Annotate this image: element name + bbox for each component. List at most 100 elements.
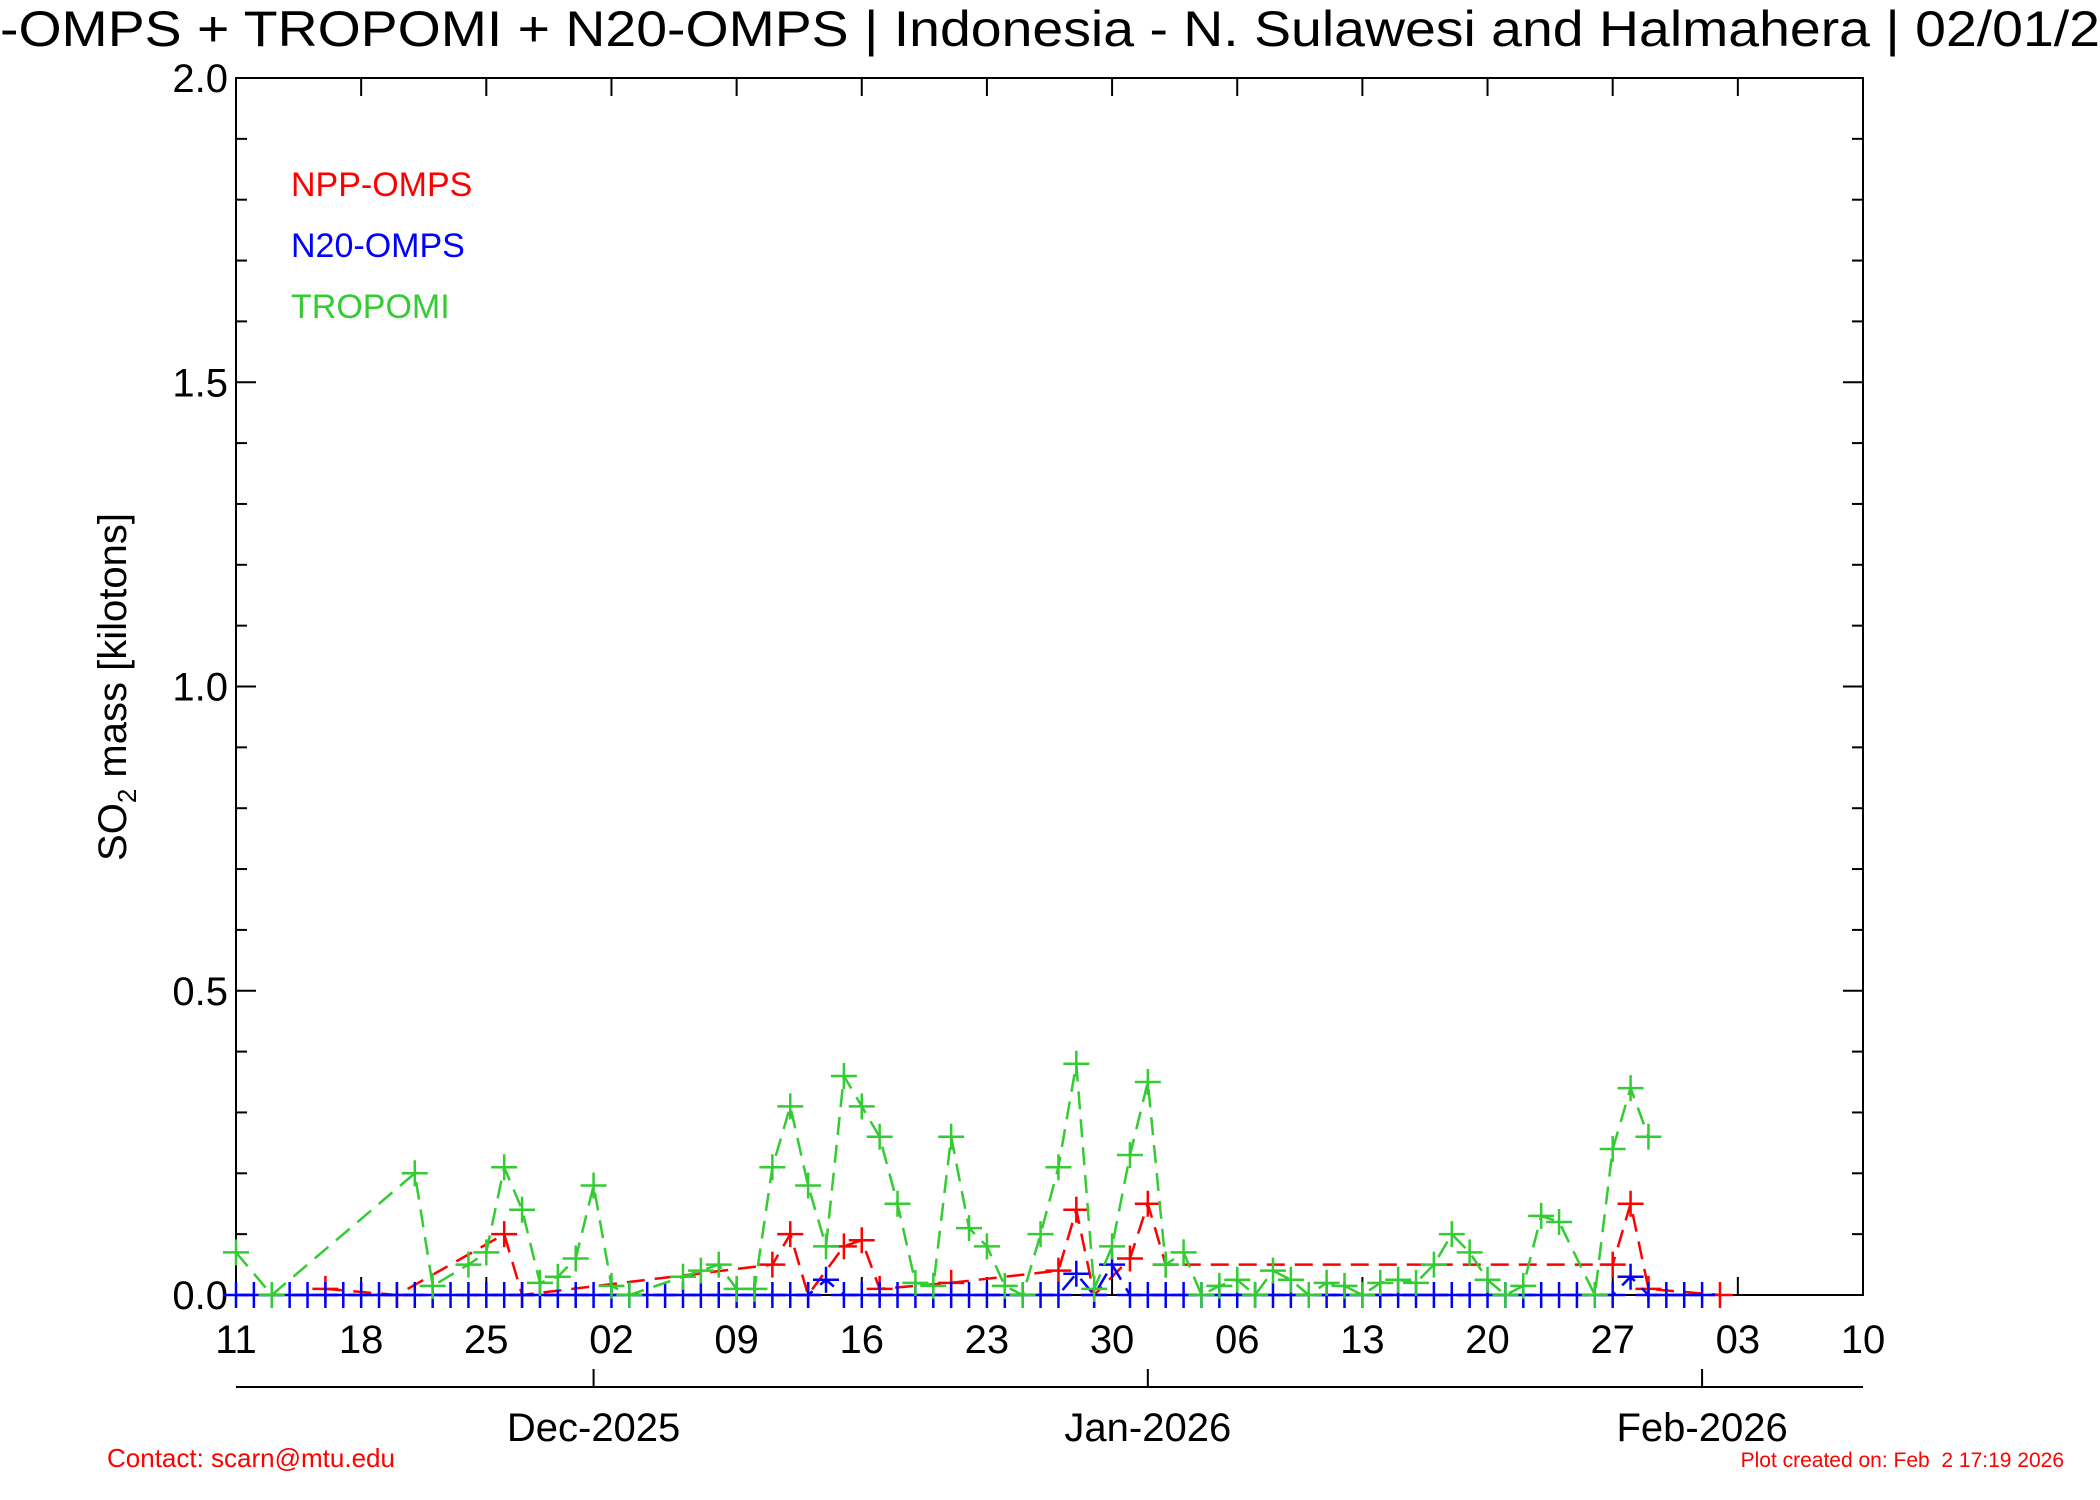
point-marker: [1134, 1069, 1161, 1096]
series-line: [325, 1199, 1721, 1298]
x-tick-label: 03: [1716, 1318, 1761, 1362]
x-tick-label: 23: [965, 1318, 1010, 1362]
point-marker: [1438, 1221, 1465, 1248]
point-marker: [1617, 1075, 1644, 1102]
point-marker: [455, 1251, 482, 1278]
x-tick-label: 18: [339, 1318, 384, 1362]
point-marker: [1474, 1266, 1501, 1293]
point-marker: [1224, 1266, 1251, 1293]
y-tick-label: 0.0: [172, 1274, 228, 1318]
point-marker: [1635, 1123, 1662, 1150]
legend-entry: N20-OMPS: [291, 227, 465, 265]
point-marker: [1045, 1154, 1072, 1181]
point-marker: [1242, 1282, 1269, 1308]
point-marker: [1456, 1239, 1483, 1266]
point-marker: [813, 1233, 840, 1260]
point-marker: [544, 1263, 571, 1290]
x-tick-label: 25: [464, 1318, 509, 1362]
month-tick-label: Jan-2026: [1064, 1406, 1231, 1450]
point-marker: [491, 1221, 518, 1248]
point-marker: [1367, 1269, 1394, 1296]
point-marker: [1403, 1269, 1430, 1296]
point-marker: [830, 1062, 857, 1089]
point-marker: [1206, 1272, 1233, 1299]
point-marker: [1277, 1266, 1304, 1293]
point-marker: [491, 1154, 518, 1181]
point-marker: [1617, 1190, 1644, 1217]
point-marker: [1116, 1142, 1143, 1169]
point-marker: [741, 1275, 768, 1302]
point-marker: [509, 1196, 536, 1223]
point-marker: [884, 1190, 911, 1217]
y-tick-label: 1.0: [172, 666, 228, 710]
point-marker: [795, 1172, 822, 1199]
point-marker: [956, 1215, 983, 1242]
point-marker: [1063, 1196, 1090, 1223]
x-tick-label: 20: [1465, 1318, 1510, 1362]
point-marker: [1599, 1135, 1626, 1162]
point-marker: [1420, 1251, 1447, 1278]
point-marker: [1331, 1272, 1358, 1299]
point-marker: [1009, 1282, 1036, 1308]
point-marker: [1313, 1269, 1340, 1296]
point-marker: [991, 1272, 1018, 1299]
created-note: Plot created on: Feb 2 17:19 2026: [1741, 1449, 2064, 1472]
point-marker: [580, 1172, 607, 1199]
y-label-sub: 2: [112, 789, 142, 803]
point-marker: [1617, 1263, 1644, 1290]
point-marker: [1063, 1050, 1090, 1077]
point-marker: [1045, 1257, 1072, 1284]
point-marker: [419, 1272, 446, 1299]
point-marker: [258, 1282, 285, 1308]
point-marker: [1152, 1251, 1179, 1278]
x-tick-label: 10: [1841, 1318, 1886, 1362]
y-tick-label: 0.5: [172, 970, 228, 1014]
point-marker: [1546, 1208, 1573, 1235]
x-tick-label: 30: [1090, 1318, 1135, 1362]
point-marker: [1063, 1260, 1090, 1287]
point-marker: [938, 1123, 965, 1150]
point-marker: [1259, 1257, 1286, 1284]
x-tick-label: 11: [215, 1318, 257, 1362]
point-marker: [1081, 1275, 1108, 1302]
point-marker: [848, 1093, 875, 1120]
point-marker: [1116, 1245, 1143, 1272]
point-marker: [616, 1282, 643, 1308]
point-marker: [1188, 1282, 1215, 1308]
point-marker: [902, 1269, 929, 1296]
month-tick-label: Feb-2026: [1616, 1406, 1787, 1450]
y-label-rest: mass [kilotons]: [91, 513, 135, 789]
y-tick-label: 2.0: [172, 57, 228, 101]
point-marker: [1528, 1202, 1555, 1229]
point-marker: [1045, 1282, 1072, 1308]
point-marker: [1134, 1190, 1161, 1217]
x-tick-label: 27: [1590, 1318, 1635, 1362]
point-marker: [759, 1251, 786, 1278]
point-marker: [1027, 1221, 1054, 1248]
point-marker: [777, 1221, 804, 1248]
point-marker: [1349, 1282, 1376, 1308]
point-marker: [866, 1123, 893, 1150]
point-marker: [562, 1245, 589, 1272]
plot-frame: [235, 77, 1864, 1296]
point-marker: [1099, 1233, 1126, 1260]
x-tick-label: 02: [589, 1318, 634, 1362]
point-marker: [1581, 1282, 1608, 1308]
point-marker: [1599, 1251, 1626, 1278]
point-marker: [1295, 1282, 1322, 1308]
point-marker: [526, 1269, 553, 1296]
month-tick-label: Dec-2025: [507, 1406, 680, 1450]
point-marker: [598, 1272, 625, 1299]
point-marker: [1689, 1282, 1716, 1308]
point-marker: [687, 1257, 714, 1284]
point-marker: [795, 1282, 822, 1308]
point-marker: [848, 1227, 875, 1254]
legend-entry: NPP-OMPS: [291, 166, 472, 204]
point-marker: [669, 1263, 696, 1290]
x-tick-label: 13: [1340, 1318, 1385, 1362]
point-marker: [920, 1272, 947, 1299]
y-axis-label: SO2 mass [kilotons]: [91, 513, 142, 861]
point-marker: [223, 1239, 249, 1266]
point-marker: [1492, 1282, 1519, 1308]
